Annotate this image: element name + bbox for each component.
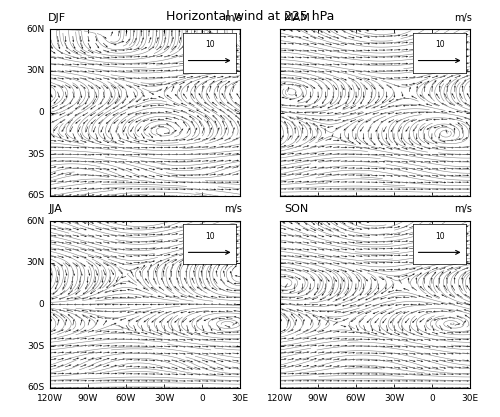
Text: m/s: m/s [454,204,472,214]
Text: 60S: 60S [27,191,44,201]
Text: Horizontal wind at 225 hPa: Horizontal wind at 225 hPa [166,10,334,23]
Text: 30S: 30S [27,150,44,159]
Text: 90W: 90W [308,394,328,404]
Text: m/s: m/s [454,13,472,23]
Text: 0: 0 [38,108,44,117]
Text: 30W: 30W [154,394,174,404]
Text: 30E: 30E [462,394,478,404]
Text: 30W: 30W [384,394,404,404]
Text: m/s: m/s [224,13,242,23]
Text: 60W: 60W [116,394,136,404]
Text: 30N: 30N [26,258,44,267]
Text: 0: 0 [429,394,435,404]
Text: 60S: 60S [27,383,44,392]
Text: DJF: DJF [48,13,66,23]
Text: MAM: MAM [284,13,310,23]
Text: JJA: JJA [48,204,62,214]
Text: 30S: 30S [27,342,44,351]
Text: m/s: m/s [224,204,242,214]
Text: 120W: 120W [267,394,293,404]
Text: 0: 0 [38,300,44,309]
Text: 60N: 60N [26,216,44,226]
Text: 60W: 60W [346,394,366,404]
Text: 30E: 30E [232,394,248,404]
Text: 90W: 90W [78,394,98,404]
Text: 0: 0 [199,394,205,404]
Text: SON: SON [284,204,308,214]
Text: 30N: 30N [26,66,44,75]
Text: 60N: 60N [26,25,44,34]
Text: 120W: 120W [37,394,63,404]
